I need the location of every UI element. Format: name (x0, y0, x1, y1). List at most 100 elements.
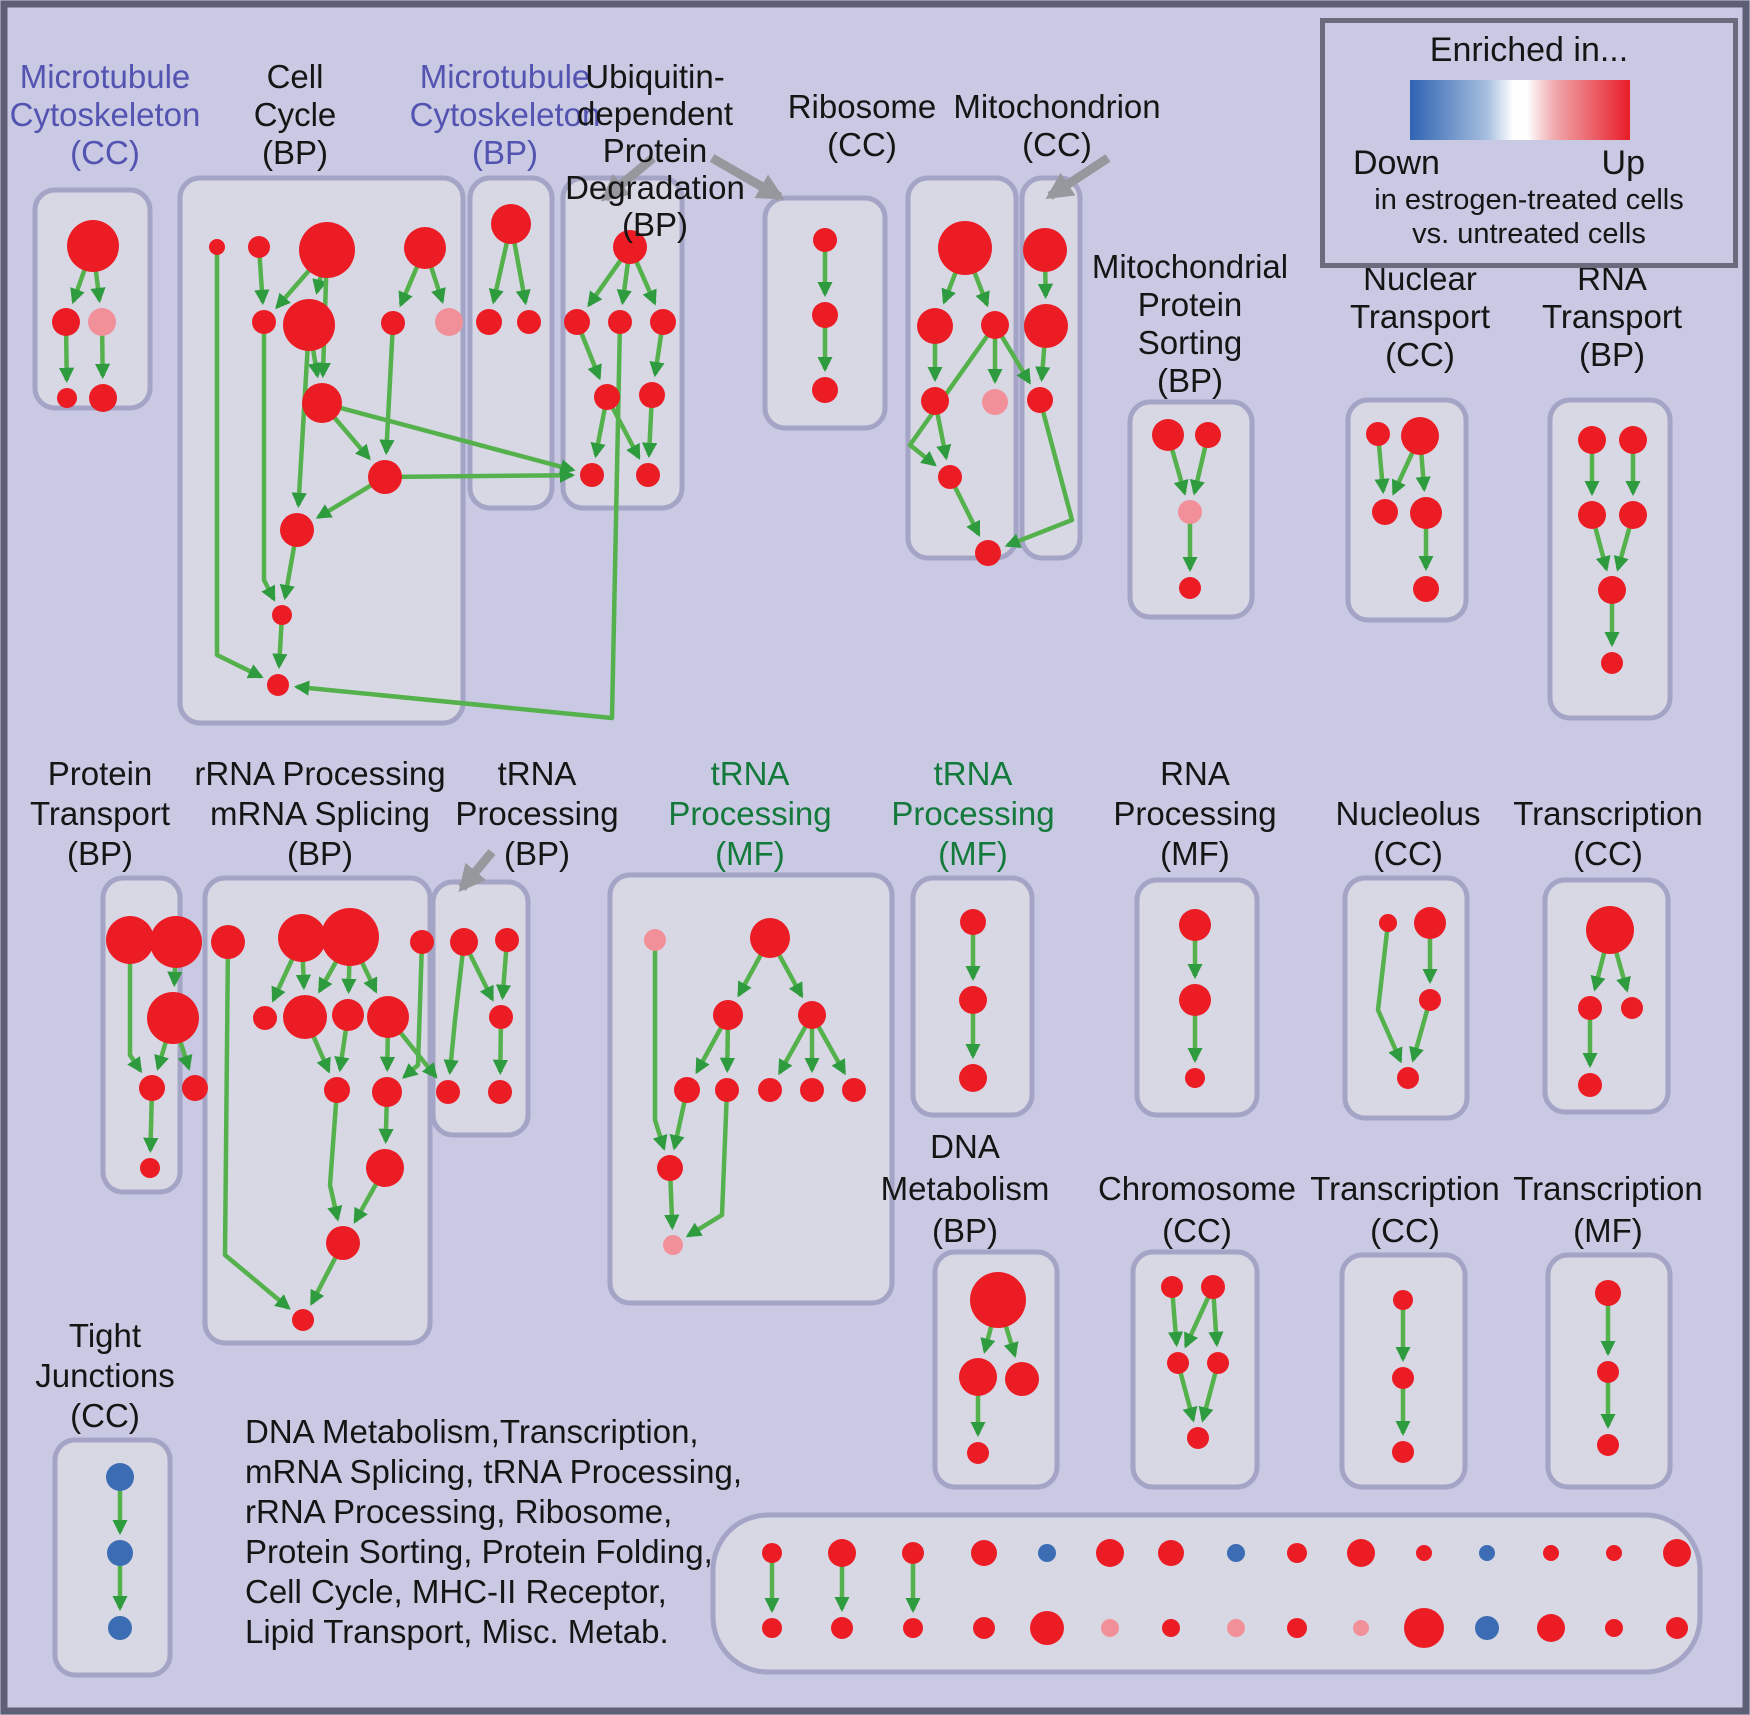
node-rna-processing-mf (1185, 1068, 1205, 1088)
node-trna-processing-mf-large (657, 1155, 683, 1181)
node-misc-bottom-strip (1287, 1618, 1307, 1638)
node-rna-transport-bp (1619, 501, 1647, 529)
node-microtubule-cytoskeleton-cc (89, 384, 117, 412)
node-rrna-processing-mrna-splicing-bp (253, 1006, 277, 1030)
node-cell-cycle-bp (381, 311, 405, 335)
node-mitochondrion-cc (1024, 304, 1068, 348)
node-trna-processing-mf-large (674, 1077, 700, 1103)
node-misc-bottom-strip (831, 1617, 853, 1639)
edge-cell-cycle-bp (214, 247, 264, 679)
node-trna-processing-mf-large (750, 918, 790, 958)
node-protein-transport-bp (106, 916, 154, 964)
node-nucleolus-cc (1379, 914, 1397, 932)
node-misc-bottom-strip (1404, 1608, 1444, 1648)
node-misc-bottom-strip (1479, 1545, 1495, 1561)
node-microtubule-cytoskeleton-cc (52, 308, 80, 336)
node-rrna-processing-mrna-splicing-bp (366, 1149, 404, 1187)
cluster-box-microtubule-cytoskeleton-bp (467, 175, 555, 511)
cluster-label-trna-processing-mf-large: tRNA Processing (MF) (668, 755, 831, 872)
node-transcription-cc-lower (1392, 1367, 1414, 1389)
node-rna-transport-bp (1578, 501, 1606, 529)
node-rrna-processing-mrna-splicing-bp (278, 914, 326, 962)
node-chromosome-cc (1207, 1352, 1229, 1374)
node-protein-transport-bp (140, 1158, 160, 1178)
node-trna-processing-mf-large (800, 1078, 824, 1102)
node-mitochondrion-cc (1023, 228, 1067, 272)
node-cell-cycle-bp (299, 222, 355, 278)
node-mitochondrial-protein-sorting-bp (1179, 577, 1201, 599)
cluster-label-protein-transport-bp: Protein Transport (BP) (30, 755, 170, 872)
node-transcription-mf (1597, 1434, 1619, 1456)
node-rrna-processing-mrna-splicing-bp (321, 908, 379, 966)
node-transcription-cc-upper (1578, 1073, 1602, 1097)
node-misc-bottom-strip (973, 1617, 995, 1639)
node-misc-bottom-strip (1537, 1614, 1565, 1642)
cluster-box-trna-processing-mf-large (607, 872, 895, 1306)
node-nucleolus-cc (1419, 989, 1441, 1011)
cluster-label-mitochondrion-cc: Mitochondrion (CC) (953, 88, 1160, 163)
cluster-box-transcription-cc-upper (1542, 877, 1671, 1115)
node-rna-transport-bp (1578, 426, 1606, 454)
node-rrna-processing-mrna-splicing-bp (324, 1077, 350, 1103)
edge-cell-cycle-bp (261, 322, 276, 602)
node-tight-junctions-cc (107, 1540, 133, 1566)
node-microtubule-cytoskeleton-bp (517, 310, 541, 334)
node-rna-transport-bp (1598, 576, 1626, 604)
node-ubiquitin-degradation-box-1 (580, 463, 604, 487)
node-nuclear-transport-cc (1410, 497, 1442, 529)
node-ubiquitin-degradation-box-2 (813, 228, 837, 252)
node-nucleolus-cc (1397, 1067, 1419, 1089)
node-cell-cycle-bp (248, 236, 270, 258)
cluster-label-microtubule-cytoskeleton-cc: Microtubule Cytoskeleton (CC) (10, 58, 201, 171)
cluster-label-transcription-cc-upper: Transcription (CC) (1513, 795, 1703, 872)
node-misc-bottom-strip (1162, 1619, 1180, 1637)
node-chromosome-cc (1161, 1276, 1183, 1298)
node-misc-bottom-strip (1038, 1544, 1056, 1562)
legend-up-label: Up (1601, 144, 1645, 182)
node-misc-bottom-strip (1158, 1540, 1184, 1566)
node-misc-bottom-strip (828, 1539, 856, 1567)
node-ubiquitin-degradation-box-1 (564, 309, 590, 335)
node-transcription-cc-lower (1393, 1290, 1413, 1310)
edge-protein-transport-bp (127, 940, 143, 1074)
cross-edge-1 (384, 467, 576, 483)
node-cell-cycle-bp (368, 460, 402, 494)
node-ubiquitin-degradation-box-1 (613, 230, 647, 264)
node-nucleolus-cc (1414, 907, 1446, 939)
node-cell-cycle-bp (283, 299, 335, 351)
cluster-label-dna-metabolism-bp: DNA Metabolism (BP) (881, 1128, 1050, 1249)
node-misc-bottom-strip (1030, 1611, 1064, 1645)
node-ubiquitin-degradation-box-1 (636, 463, 660, 487)
node-transcription-mf (1597, 1361, 1619, 1383)
node-ubiquitin-degradation-box-1 (650, 309, 676, 335)
node-misc-bottom-strip (1475, 1616, 1499, 1640)
node-rrna-processing-mrna-splicing-bp (211, 925, 245, 959)
legend: Enriched in... Down Up in estrogen-treat… (1320, 18, 1738, 268)
node-misc-bottom-strip (1605, 1619, 1623, 1637)
node-microtubule-cytoskeleton-bp (476, 309, 502, 335)
cluster-box-chromosome-cc (1130, 1249, 1260, 1490)
legend-subtitle-1: in estrogen-treated cells (1374, 184, 1684, 216)
edge-trna-processing-bp (443, 941, 467, 1076)
node-chromosome-cc (1201, 1275, 1225, 1299)
node-chromosome-cc (1167, 1352, 1189, 1374)
node-protein-transport-bp (139, 1075, 165, 1101)
cross-edge-4 (1004, 399, 1075, 548)
node-misc-bottom-strip (971, 1540, 997, 1566)
node-rrna-processing-mrna-splicing-bp (326, 1226, 360, 1260)
node-cell-cycle-bp (280, 513, 314, 547)
node-ribosome-cc (938, 465, 962, 489)
cluster-label-transcription-cc-lower: Transcription (CC) (1310, 1170, 1500, 1249)
cluster-label-mitochondrial-protein-sorting-bp: Mitochondrial Protein Sorting (BP) (1092, 248, 1288, 399)
node-misc-bottom-strip (903, 1618, 923, 1638)
node-trna-processing-bp (488, 1080, 512, 1104)
legend-gradient-bar (1410, 80, 1630, 140)
node-ribosome-cc (981, 311, 1009, 339)
node-protein-transport-bp (150, 916, 202, 968)
node-trna-processing-bp (489, 1005, 513, 1029)
node-cell-cycle-bp (302, 383, 342, 423)
edge-rrna-processing-mrna-splicing-bp (327, 1089, 343, 1222)
node-rna-transport-bp (1601, 652, 1623, 674)
